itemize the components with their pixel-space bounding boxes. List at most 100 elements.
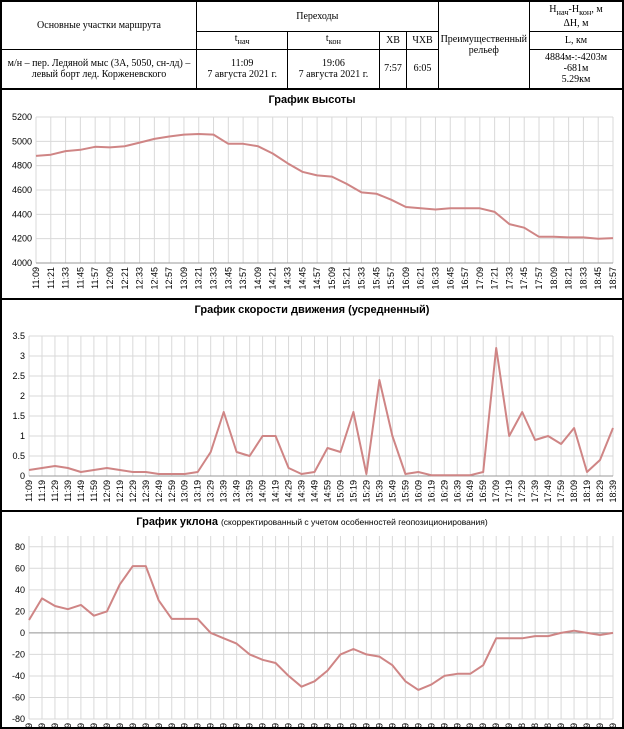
- y-tick-label: 4800: [12, 161, 32, 171]
- chart-title: График уклона (скорректированный с учетом…: [136, 516, 488, 528]
- x-tick-label: 15:49: [387, 723, 397, 728]
- data-line: [35, 133, 614, 240]
- x-tick-label: 18:33: [578, 267, 588, 290]
- x-tick-label: 14:45: [297, 267, 307, 290]
- x-tick-label: 16:09: [401, 267, 411, 290]
- y-tick-label: 4200: [12, 234, 32, 244]
- header-h: Hнач-Hкон, м ΔH, м: [529, 0, 623, 33]
- chart: График высоты 4000 4200 4400 4600 4800 5000 520…: [1, 89, 623, 299]
- y-tick-label: 4000: [12, 258, 32, 268]
- y-tick-label: -80: [12, 714, 25, 724]
- chart-frame: [1, 511, 623, 728]
- x-tick-label: 12:59: [167, 723, 177, 728]
- chart-frame: [1, 299, 623, 511]
- x-tick-label: 16:59: [478, 480, 488, 503]
- x-tick-label: 18:09: [569, 480, 579, 503]
- t: нач: [237, 37, 250, 47]
- x-tick-label: 15:19: [348, 723, 358, 728]
- x-tick-label: 17:48: [543, 723, 553, 728]
- x-tick-label: 11:19: [37, 723, 47, 728]
- x-tick-label: 13:39: [219, 480, 229, 503]
- x-tick-label: 12:09: [105, 267, 115, 290]
- y-tick-label: -40: [12, 671, 25, 681]
- x-tick-label: 14:59: [322, 480, 332, 503]
- x-tick-label: 18:21: [564, 267, 574, 290]
- x-tick-label: 13:45: [223, 267, 233, 290]
- x-tick-label: 17:38: [530, 723, 540, 728]
- header-l: L, км: [529, 31, 623, 50]
- x-tick-label: 12:33: [135, 267, 145, 290]
- t: кон: [328, 37, 341, 47]
- x-tick-label: 12:45: [149, 267, 159, 290]
- x-tick-label: 11:39: [63, 723, 73, 728]
- x-tick-label: 15:59: [400, 480, 410, 503]
- y-tick-label: 3: [20, 351, 25, 361]
- x-tick-label: 11:49: [76, 480, 86, 502]
- x-tick-label: 14:09: [258, 480, 268, 503]
- chart: График скорости движения (усредненный) 0 0…: [1, 299, 623, 511]
- chart: График уклона (скорректированный с учетом…: [1, 511, 623, 728]
- x-tick-label: 15:09: [327, 267, 337, 290]
- header-t-start: tнач: [195, 31, 289, 50]
- t: -681м: [563, 63, 589, 75]
- x-tick-label: 15:19: [348, 480, 358, 503]
- x-tick-label: 17:09: [491, 723, 501, 728]
- y-tick-label: 1: [20, 431, 25, 441]
- x-tick-label: 12:19: [115, 723, 125, 728]
- title-text: График скорости движения (усредненный): [195, 304, 430, 316]
- x-tick-label: 14:29: [284, 480, 294, 503]
- x-tick-label: 16:57: [460, 267, 470, 290]
- cell-t-start: 11:09 7 августа 2021 г.: [195, 48, 289, 90]
- x-tick-label: 14:49: [310, 723, 320, 728]
- x-tick-label: 15:29: [361, 480, 371, 503]
- x-tick-label: 13:49: [232, 480, 242, 503]
- x-tick-label: 13:59: [245, 480, 255, 503]
- header-xv: ХВ: [378, 31, 408, 50]
- y-tick-label: 20: [15, 606, 25, 616]
- y-tick-label: 0: [20, 628, 25, 638]
- x-tick-label: 16:19: [426, 723, 436, 728]
- x-tick-label: 15:49: [387, 480, 397, 503]
- x-tick-label: 16:19: [426, 480, 436, 503]
- x-tick-label: 12:21: [120, 267, 130, 290]
- title-text: График уклона: [136, 516, 219, 528]
- header-route: Основные участки маршрута: [1, 1, 197, 50]
- x-tick-label: 18:19: [582, 723, 592, 728]
- x-tick-label: 11:57: [90, 267, 100, 289]
- x-tick-label: 15:39: [374, 480, 384, 503]
- chart-title: График скорости движения (усредненный): [195, 304, 430, 316]
- x-tick-label: 18:19: [582, 480, 592, 503]
- x-tick-label: 16:49: [465, 480, 475, 503]
- x-tick-label: 15:57: [386, 267, 396, 290]
- t: H: [549, 4, 557, 16]
- t: t: [325, 33, 329, 45]
- chart-title: График высоты: [268, 94, 355, 106]
- chart-subtitle: (скорректированный с учетом особенностей…: [221, 517, 488, 527]
- t: 7 августа 2021 г.: [298, 68, 369, 80]
- y-tick-label: 1.5: [12, 411, 25, 421]
- x-tick-label: 17:28: [517, 723, 527, 728]
- x-tick-label: 18:09: [549, 267, 559, 290]
- x-tick-label: 12:19: [115, 480, 125, 503]
- y-tick-label: 3.5: [12, 331, 25, 341]
- x-tick-label: 16:39: [452, 480, 462, 503]
- y-tick-label: -60: [12, 692, 25, 702]
- header-transitions: Переходы: [196, 0, 439, 33]
- t: 11:09: [230, 57, 254, 69]
- t: , м: [591, 4, 603, 16]
- x-tick-label: 13:59: [245, 723, 255, 728]
- x-tick-label: 11:39: [63, 480, 73, 502]
- t: нач: [556, 8, 569, 18]
- cell-t-end: 19:06 7 августа 2021 г.: [287, 48, 380, 90]
- x-tick-label: 14:09: [258, 723, 268, 728]
- x-tick-label: 15:09: [335, 723, 345, 728]
- x-tick-label: 13:33: [209, 267, 219, 290]
- x-tick-label: 11:33: [61, 267, 71, 289]
- x-tick-label: 13:09: [179, 267, 189, 290]
- x-tick-label: 12:39: [141, 723, 151, 728]
- x-tick-label: 11:59: [89, 480, 99, 502]
- x-tick-label: 13:19: [193, 723, 203, 728]
- x-tick-label: 14:19: [271, 723, 281, 728]
- x-tick-label: 17:59: [556, 480, 566, 503]
- x-tick-label: 14:39: [297, 480, 307, 503]
